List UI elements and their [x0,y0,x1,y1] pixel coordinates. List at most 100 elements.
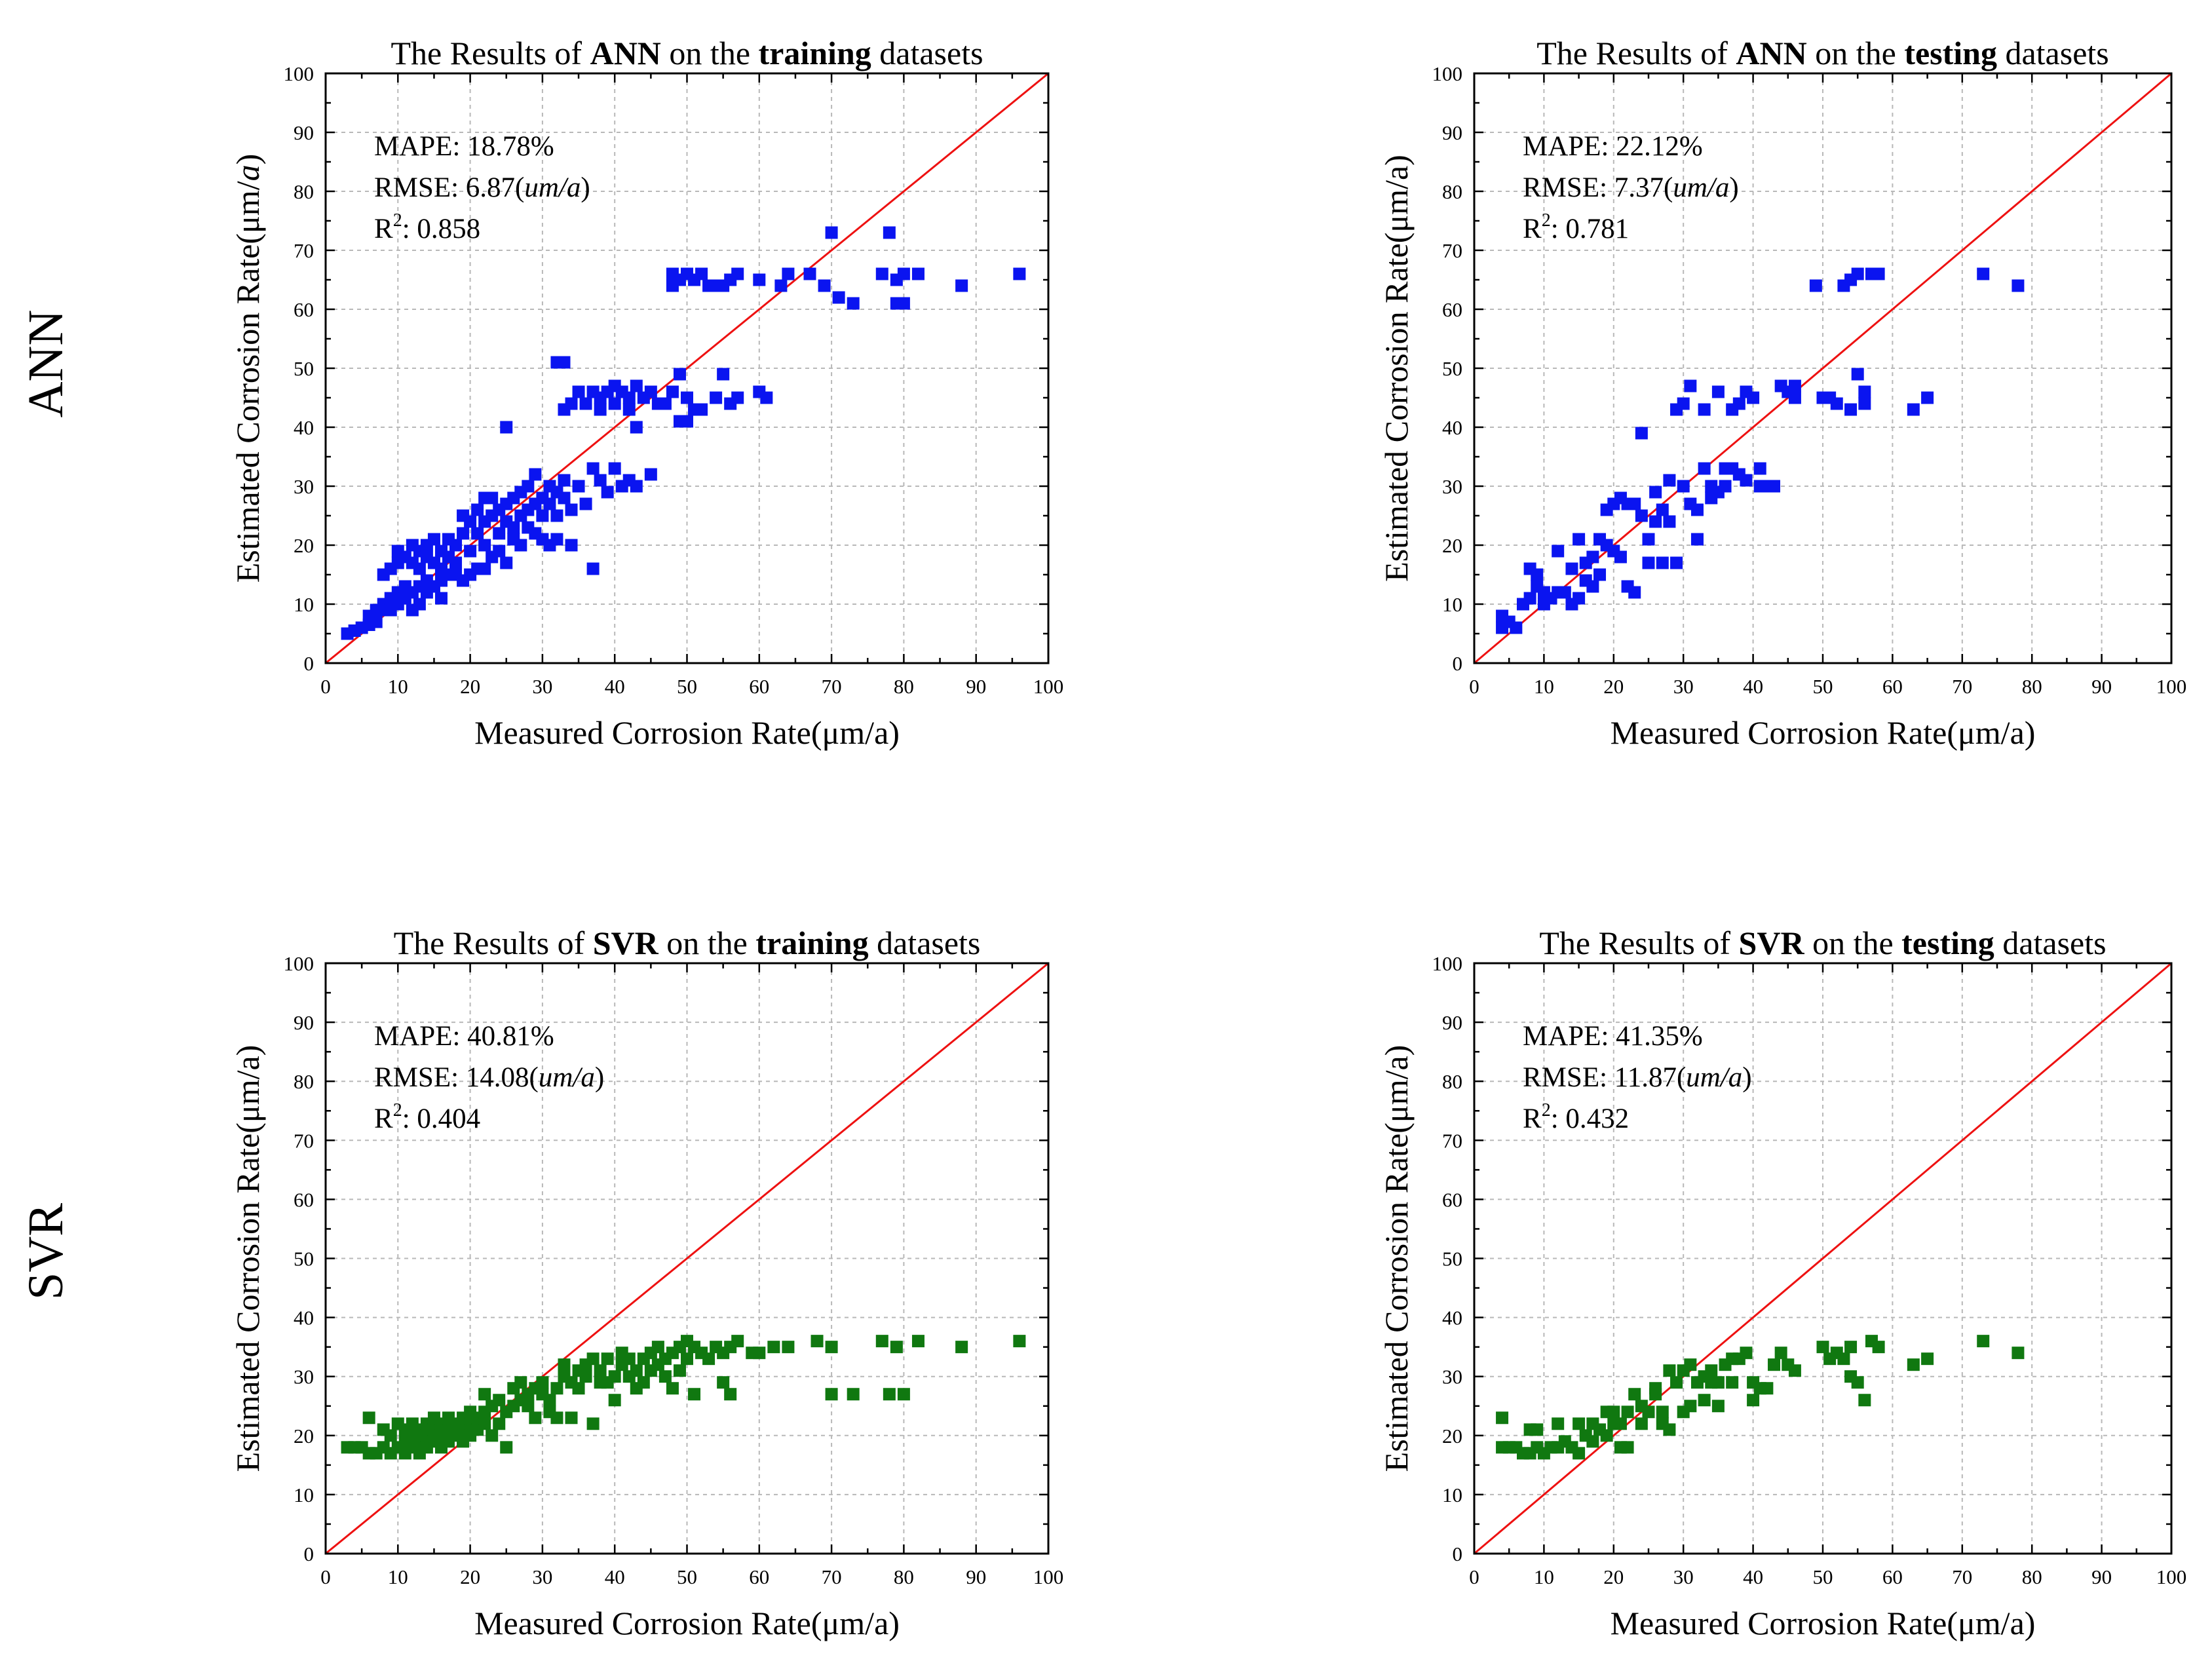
data-point [1907,1358,1920,1371]
data-point [1573,1447,1586,1460]
y-tick-label: 0 [304,1542,315,1565]
data-point [753,1347,766,1360]
data-point [1851,267,1864,280]
x-axis-label: Measured Corrosion Rate(μm/a) [1611,714,2036,751]
y-axis-label: Estimated Corrosion Rate(μm/a) [1378,1045,1415,1472]
data-point [1013,267,1026,280]
row-label-svr: SVR [18,1203,73,1300]
data-point [500,1441,513,1454]
data-point [702,1352,715,1366]
y-tick-label: 40 [1442,416,1462,439]
x-tick-label: 80 [894,675,914,698]
data-point [1788,379,1801,392]
data-point [630,480,643,493]
data-point [1921,391,1934,404]
data-point [1510,621,1523,634]
data-point [594,403,607,416]
data-point [471,503,484,516]
x-tick-label: 90 [966,675,986,698]
data-point [1677,397,1690,410]
data-point [565,397,578,410]
data-point [1573,533,1586,546]
data-point [782,267,795,280]
data-point [586,1352,600,1366]
data-point [1565,562,1578,575]
data-point [666,1382,679,1395]
data-point [897,1388,910,1401]
data-point [1614,1417,1627,1430]
x-tick-label: 90 [2091,675,2112,698]
data-point [1600,1429,1613,1442]
data-point [1851,368,1864,381]
data-point [507,521,520,534]
data-point [2012,1347,2025,1360]
x-tick-label: 60 [749,1565,769,1588]
data-point [1977,1335,1990,1348]
data-point [1531,568,1544,581]
data-point [493,545,506,558]
x-tick-label: 20 [460,1565,480,1588]
data-point [911,1335,925,1348]
data-point [717,1376,730,1389]
data-point [1740,474,1753,487]
y-tick-label: 70 [1442,1129,1462,1152]
data-point [1921,1352,1934,1366]
data-point [695,403,708,416]
data-point [1552,1417,1565,1430]
x-axis-label: Measured Corrosion Rate(μm/a) [474,714,900,751]
chart-panel-0: 0 10 20 30 40 50 60 70 80 90 100 0 10 20 30 40 50 60 70 80 9… [229,35,1063,751]
data-point [1635,1417,1648,1430]
y-tick-label: 20 [1442,534,1462,557]
y-tick-label: 20 [1442,1425,1462,1447]
data-point [803,267,816,280]
x-tick-label: 90 [966,1565,986,1588]
data-point [681,391,693,404]
data-point [594,1364,607,1377]
data-point [1677,480,1690,493]
x-tick-label: 100 [2156,675,2187,698]
data-point [1711,1376,1725,1389]
data-point [1656,1406,1669,1419]
data-point [434,592,448,605]
x-tick-label: 100 [1033,1565,1064,1588]
data-point [1628,586,1641,599]
data-point [724,1388,737,1401]
data-point [493,1394,506,1407]
data-point [579,397,592,410]
y-tick-label: 10 [1442,1483,1462,1506]
chart-panel-3: 0 10 20 30 40 50 60 70 80 90 100 0 10 20 30 40 50 60 70 80 9… [1378,925,2186,1641]
data-point [1635,509,1648,522]
metric-rmse: RMSE: 6.87(um/a) [374,172,590,203]
data-point [1586,580,1599,593]
y-tick-label: 30 [1442,475,1462,498]
x-tick-label: 60 [749,675,769,698]
data-point [630,1364,643,1377]
x-tick-label: 70 [1952,1565,1972,1588]
data-point [1711,1400,1725,1413]
x-tick-label: 0 [1469,1565,1479,1588]
data-point [586,562,600,575]
x-tick-label: 10 [388,1565,408,1588]
data-point [608,1394,621,1407]
data-point [471,527,484,540]
data-point [1753,462,1766,475]
data-point [1788,1364,1801,1377]
metric-r2: R2: 0.404 [374,1100,480,1134]
data-point [1761,1382,1774,1395]
x-tick-label: 80 [894,1565,914,1588]
data-point [1586,550,1599,564]
data-point [681,1352,693,1366]
x-tick-label: 100 [2156,1565,2187,1588]
chart-panels: 0 10 20 30 40 50 60 70 80 90 100010203040506070809… [229,35,2186,1641]
y-tick-label: 80 [294,180,314,203]
x-tick-label: 50 [677,1565,697,1588]
data-point [413,562,426,575]
data-point [1977,267,1990,280]
x-tick-label: 40 [605,675,625,698]
y-tick-label: 60 [294,1188,314,1211]
y-tick-label: 10 [294,593,314,616]
data-point [413,598,426,611]
data-point [890,1341,903,1354]
data-point [529,468,542,481]
data-point [486,1429,499,1442]
